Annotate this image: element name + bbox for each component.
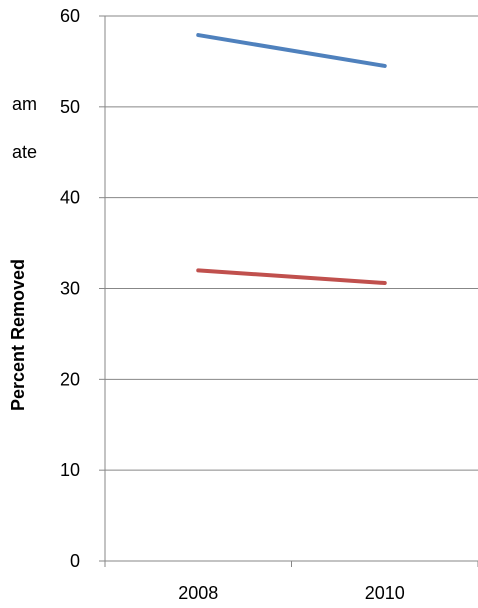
y-tick-label-50: 50: [60, 97, 80, 117]
x-tick-label-2010: 2010: [365, 583, 405, 603]
y-tick-label-60: 60: [60, 6, 80, 26]
y-tick-label-10: 10: [60, 460, 80, 480]
x-tick-label-2008: 2008: [178, 583, 218, 603]
y-tick-label-20: 20: [60, 369, 80, 389]
y-axis-title: Percent Removed: [8, 259, 28, 411]
gridlines: [105, 15, 478, 471]
y-tick-label-30: 30: [60, 279, 80, 299]
x-tick-labels: 2008 2010: [178, 583, 405, 603]
y-tick-label-40: 40: [60, 188, 80, 208]
series-line-1: [196, 33, 387, 68]
y-tick-labels: 0 10 20 30 40 50 60: [60, 6, 80, 571]
series-line-2: [196, 268, 387, 286]
axes: [99, 15, 478, 567]
legend-fragment-1: am: [12, 94, 37, 114]
y-tick-label-0: 0: [70, 551, 80, 571]
series-lines: [196, 33, 387, 286]
legend-fragment-2: ate: [12, 142, 37, 162]
